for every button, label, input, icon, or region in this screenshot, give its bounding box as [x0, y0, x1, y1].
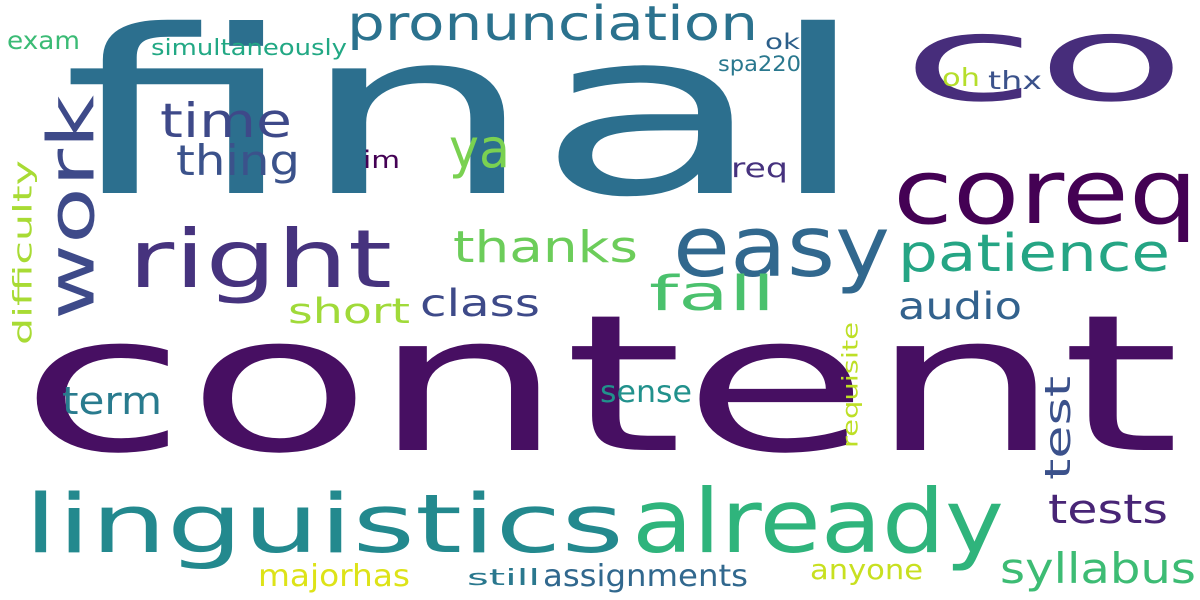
word-work: work [34, 94, 109, 320]
word-simultaneously: simultaneously [151, 36, 347, 61]
word-co: co [902, 0, 1186, 128]
word-ya: ya [449, 117, 510, 180]
word-oh: oh [942, 63, 980, 92]
word-right: right [128, 213, 392, 306]
word-test: test [1036, 376, 1079, 480]
word-patience: patience [898, 224, 1170, 284]
word-thing: thing [176, 136, 300, 185]
word-audio: audio [898, 285, 1022, 328]
word-thanks: thanks [453, 222, 638, 273]
word-content: content [20, 274, 1180, 495]
word-exam: exam [7, 26, 80, 55]
word-requisite: requisite [837, 322, 863, 448]
word-time: time [160, 94, 292, 149]
word-linguistics: linguistics [24, 478, 624, 572]
word-fall: fall [649, 266, 775, 322]
word-assignments: assignments [543, 559, 748, 594]
word-difficulty: difficulty [7, 160, 38, 345]
word-pronunciation: pronunciation [347, 0, 758, 52]
word-term: term [62, 379, 162, 423]
word-ok: ok [765, 30, 800, 54]
word-easy: easy [673, 198, 890, 297]
word-already: already [632, 470, 1004, 573]
word-req: req [731, 153, 788, 184]
word-tests: tests [1048, 487, 1168, 533]
word-im: im [363, 146, 400, 174]
word-coreq: coreq [893, 140, 1198, 245]
word-syllabus: syllabus [1000, 544, 1196, 593]
word-spa220: spa220 [718, 52, 801, 76]
word-short: short [288, 292, 410, 332]
word-sense: sense [600, 375, 692, 410]
word-final: final [62, 0, 870, 247]
word-still: still [467, 566, 540, 591]
word-majorhas: majorhas [258, 559, 410, 594]
word-class: class [420, 282, 540, 325]
word-anyone: anyone [810, 553, 923, 586]
word-thx: thx [988, 66, 1042, 95]
